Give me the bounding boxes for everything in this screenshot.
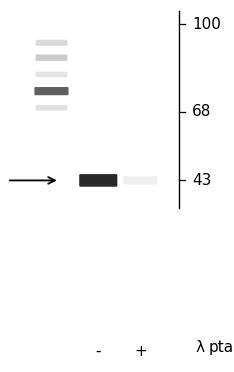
Text: -: - [95,344,101,359]
Text: +: + [134,344,147,359]
FancyBboxPatch shape [36,54,67,61]
FancyBboxPatch shape [36,40,67,46]
Text: 100: 100 [192,17,221,32]
Text: 68: 68 [192,104,211,119]
Text: λ: λ [195,340,204,355]
FancyBboxPatch shape [34,87,69,95]
FancyBboxPatch shape [36,105,67,111]
FancyBboxPatch shape [123,176,157,185]
FancyBboxPatch shape [36,71,67,77]
FancyBboxPatch shape [79,174,117,187]
Text: 43: 43 [192,173,211,188]
Text: ptase: ptase [208,340,234,355]
